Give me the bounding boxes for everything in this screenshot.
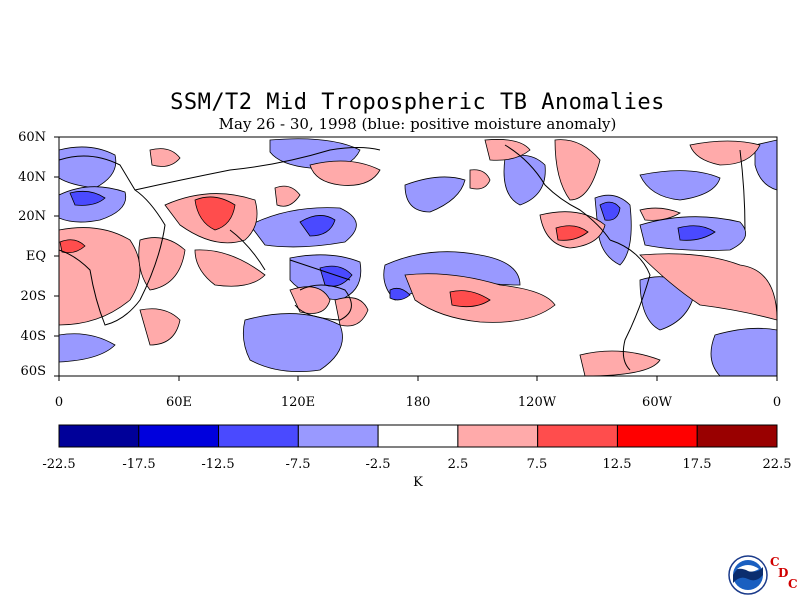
colorbar-swatch xyxy=(537,424,618,448)
colorbar-tick: 7.5 xyxy=(526,457,548,472)
noaa-logo-icon xyxy=(728,555,768,595)
anomaly-region xyxy=(139,308,181,346)
cdc-letter: D xyxy=(778,566,789,580)
colorbar-swatch xyxy=(696,424,778,448)
anomaly-region xyxy=(59,333,116,363)
colorbar-swatch xyxy=(616,424,698,448)
coastlines xyxy=(59,144,746,371)
colorbar-tick: 17.5 xyxy=(682,457,712,472)
lon-label: 0 xyxy=(54,395,64,410)
colorbar-unit: K xyxy=(413,475,423,490)
colorbar-swatch xyxy=(218,424,299,448)
anomaly-core xyxy=(449,290,491,308)
cdc-letter: C xyxy=(770,555,780,569)
anomaly-region xyxy=(689,140,761,166)
lat-label: 60S xyxy=(20,364,46,379)
anomaly-region xyxy=(149,148,181,167)
anomaly-region xyxy=(469,169,491,190)
anomaly-contours xyxy=(59,138,777,376)
lat-label: 20N xyxy=(18,209,46,224)
colorbar-tick: -12.5 xyxy=(201,457,235,472)
anomaly-region xyxy=(309,160,381,186)
anomaly-region xyxy=(503,154,546,206)
colorbar-tick: -22.5 xyxy=(42,457,76,472)
colorbar-tick: -2.5 xyxy=(365,457,391,472)
anomaly-region xyxy=(639,170,721,201)
anomaly-core xyxy=(194,196,236,231)
lat-label: EQ xyxy=(25,249,46,264)
anomaly-region xyxy=(404,176,466,213)
anomaly-region xyxy=(194,249,266,287)
lon-label: 0 xyxy=(772,395,782,410)
lon-label: 120W xyxy=(517,395,557,410)
anomaly-region xyxy=(274,185,301,207)
anomaly-region xyxy=(334,297,369,327)
colorbar-tick: -17.5 xyxy=(122,457,156,472)
lat-label: 20S xyxy=(20,289,46,304)
lon-label: 180 xyxy=(405,395,431,410)
anomaly-core xyxy=(69,190,106,206)
lon-label: 120E xyxy=(280,395,316,410)
lat-label: 60N xyxy=(18,130,46,145)
lat-label: 40N xyxy=(18,170,46,185)
colorbar xyxy=(58,424,778,448)
lat-label: 40S xyxy=(20,329,46,344)
anomaly-region xyxy=(710,327,777,376)
colorbar-tick: 2.5 xyxy=(447,457,469,472)
anomaly-core xyxy=(677,225,716,241)
colorbar-swatch xyxy=(377,424,459,448)
lon-label: 60E xyxy=(165,395,193,410)
colorbar-tick: 22.5 xyxy=(762,457,792,472)
anomaly-core xyxy=(555,225,589,241)
colorbar-swatch xyxy=(457,424,539,448)
anomaly-core xyxy=(389,287,411,301)
anomaly-core xyxy=(599,201,621,221)
anomaly-region xyxy=(242,313,343,372)
chart-subtitle: May 26 - 30, 1998 (blue: positive moistu… xyxy=(218,115,617,133)
anomaly-region xyxy=(639,207,681,221)
lon-label: 60W xyxy=(642,395,672,410)
anomaly-core xyxy=(299,215,336,237)
anomaly-region xyxy=(554,139,601,201)
anomaly-region xyxy=(59,227,141,326)
chart-title: SSM/T2 Mid Tropospheric TB Anomalies xyxy=(170,90,665,115)
colorbar-tick: 12.5 xyxy=(602,457,632,472)
colorbar-swatch xyxy=(297,424,379,448)
cdc-letter: C xyxy=(788,577,798,591)
colorbar-tick: -7.5 xyxy=(285,457,311,472)
colorbar-swatch xyxy=(138,424,220,448)
colorbar-swatch xyxy=(58,424,140,448)
anomaly-region xyxy=(579,350,661,376)
